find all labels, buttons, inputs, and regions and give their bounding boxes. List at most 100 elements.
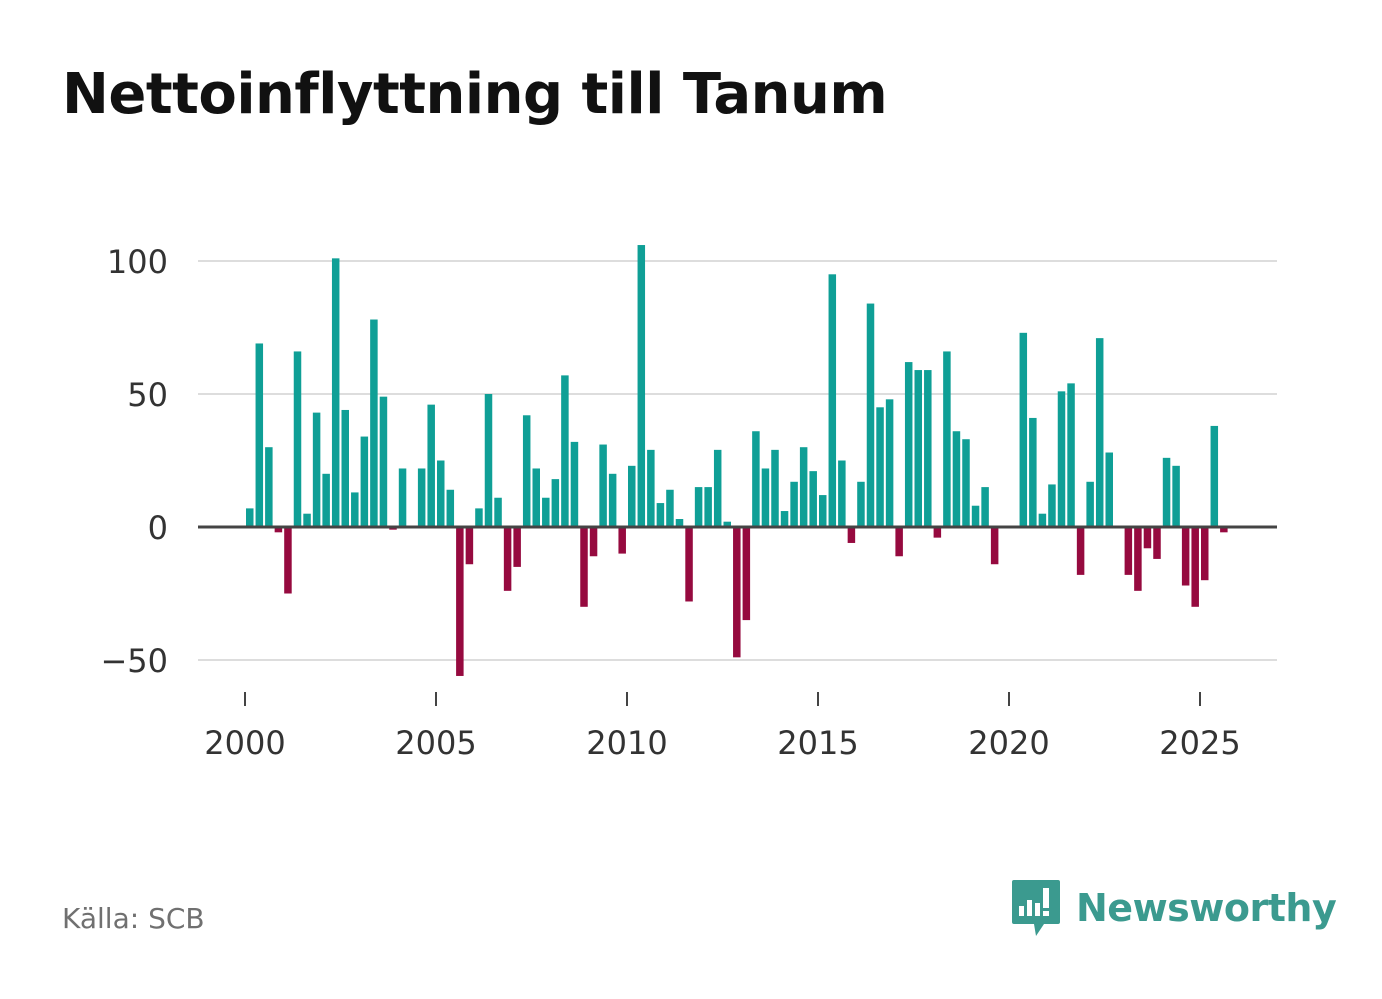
bar bbox=[427, 404, 435, 527]
bar bbox=[752, 431, 760, 527]
bar bbox=[370, 319, 378, 527]
bar bbox=[331, 258, 340, 527]
bar bbox=[618, 527, 626, 554]
bar bbox=[551, 479, 560, 527]
y-tick-label: −50 bbox=[100, 642, 168, 680]
bar bbox=[924, 370, 932, 527]
newsworthy-logo-icon bbox=[1012, 880, 1060, 936]
bar bbox=[1019, 332, 1028, 527]
bar bbox=[799, 447, 808, 527]
bar bbox=[1029, 417, 1037, 527]
bar bbox=[1143, 527, 1152, 549]
bar bbox=[943, 351, 951, 527]
bar bbox=[1210, 425, 1219, 527]
bar bbox=[675, 519, 684, 527]
bar bbox=[437, 460, 445, 527]
x-tick-label: 2000 bbox=[204, 724, 285, 762]
bar bbox=[1067, 383, 1075, 527]
bar bbox=[503, 527, 512, 591]
bar bbox=[1086, 481, 1094, 527]
bar bbox=[1124, 527, 1133, 575]
bar bbox=[771, 449, 779, 527]
chart-title: Nettoinflyttning till Tanum bbox=[62, 62, 888, 127]
bar bbox=[685, 527, 693, 602]
x-tick-label: 2015 bbox=[777, 724, 858, 762]
bar bbox=[809, 471, 817, 527]
bar bbox=[990, 527, 999, 565]
bar bbox=[1172, 465, 1180, 527]
bar bbox=[628, 465, 636, 527]
bar bbox=[494, 497, 502, 527]
bar bbox=[1076, 527, 1085, 575]
bar bbox=[790, 481, 798, 527]
bar bbox=[293, 351, 302, 527]
bar bbox=[847, 527, 856, 543]
bar bbox=[570, 441, 579, 527]
bar bbox=[838, 460, 846, 527]
bar bbox=[713, 449, 722, 527]
bar bbox=[246, 508, 254, 527]
bar bbox=[1095, 338, 1104, 527]
brand-name: Newsworthy bbox=[1076, 886, 1337, 930]
bar bbox=[379, 396, 388, 527]
bar bbox=[1220, 527, 1228, 533]
y-tick-label: 50 bbox=[127, 376, 168, 414]
bar bbox=[351, 492, 359, 527]
bar bbox=[417, 468, 426, 527]
bar bbox=[484, 394, 493, 527]
bar bbox=[1162, 457, 1171, 527]
bar bbox=[561, 375, 569, 527]
bar bbox=[312, 412, 321, 527]
bar bbox=[322, 473, 330, 527]
bar bbox=[876, 407, 884, 527]
bar bbox=[456, 527, 464, 676]
bar bbox=[1191, 527, 1199, 607]
x-tick-label: 2020 bbox=[968, 724, 1049, 762]
bar bbox=[341, 409, 349, 527]
bar bbox=[694, 487, 703, 527]
bar bbox=[303, 513, 311, 527]
bar bbox=[780, 511, 789, 527]
x-tick-label: 2010 bbox=[586, 724, 667, 762]
bar bbox=[656, 503, 665, 527]
bar bbox=[522, 415, 531, 527]
bar bbox=[608, 473, 617, 527]
bar bbox=[761, 468, 770, 527]
bar bbox=[1181, 527, 1190, 586]
source-label: Källa: SCB bbox=[62, 902, 205, 935]
brand-logo: Newsworthy bbox=[1010, 878, 1337, 938]
bar bbox=[904, 362, 913, 527]
bar bbox=[1038, 513, 1047, 527]
axes: −50 0 50 100 2000 2005 2010 2015 2020 2025 bbox=[100, 243, 1277, 762]
bar bbox=[742, 527, 751, 621]
bar bbox=[1105, 452, 1113, 527]
bar bbox=[580, 527, 588, 607]
bar bbox=[866, 303, 875, 527]
bar bbox=[971, 505, 980, 527]
bar bbox=[1201, 527, 1209, 581]
bar bbox=[647, 449, 655, 527]
bar bbox=[542, 497, 550, 527]
bar bbox=[284, 527, 292, 594]
bar bbox=[733, 527, 741, 658]
bar bbox=[885, 399, 894, 527]
bar bbox=[933, 527, 942, 538]
bar bbox=[1057, 391, 1066, 527]
x-tick-label: 2025 bbox=[1159, 724, 1240, 762]
y-tick-label: 100 bbox=[107, 243, 168, 281]
bar bbox=[666, 489, 674, 527]
bars bbox=[246, 245, 1228, 676]
bar bbox=[398, 468, 407, 527]
bar bbox=[895, 527, 903, 557]
bar bbox=[1048, 484, 1056, 527]
bar bbox=[637, 245, 646, 528]
bar bbox=[265, 447, 273, 527]
bar bbox=[828, 274, 837, 527]
bar bbox=[465, 527, 474, 565]
bar bbox=[274, 527, 283, 533]
bar bbox=[532, 468, 540, 527]
bar bbox=[255, 343, 264, 527]
bar bbox=[819, 495, 827, 527]
bar bbox=[857, 481, 865, 527]
